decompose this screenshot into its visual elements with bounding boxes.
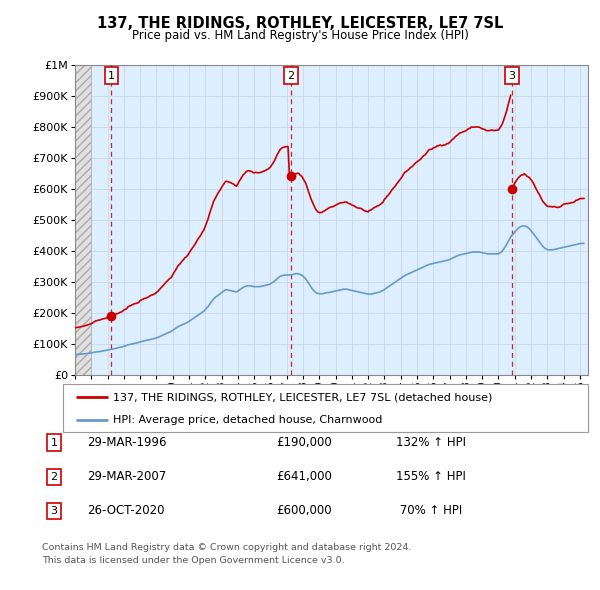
Text: 3: 3 <box>50 506 58 516</box>
Text: 137, THE RIDINGS, ROTHLEY, LEICESTER, LE7 7SL: 137, THE RIDINGS, ROTHLEY, LEICESTER, LE… <box>97 16 503 31</box>
Text: 29-MAR-1996: 29-MAR-1996 <box>87 436 167 449</box>
Text: 1: 1 <box>108 71 115 81</box>
Text: £641,000: £641,000 <box>276 470 332 483</box>
Text: £600,000: £600,000 <box>276 504 332 517</box>
FancyBboxPatch shape <box>63 384 588 432</box>
Text: 3: 3 <box>508 71 515 81</box>
Text: HPI: Average price, detached house, Charnwood: HPI: Average price, detached house, Char… <box>113 415 382 425</box>
Text: Contains HM Land Registry data © Crown copyright and database right 2024.: Contains HM Land Registry data © Crown c… <box>42 543 412 552</box>
Text: This data is licensed under the Open Government Licence v3.0.: This data is licensed under the Open Gov… <box>42 556 344 565</box>
Bar <box>75 65 91 375</box>
Text: Price paid vs. HM Land Registry's House Price Index (HPI): Price paid vs. HM Land Registry's House … <box>131 29 469 42</box>
Text: 137, THE RIDINGS, ROTHLEY, LEICESTER, LE7 7SL (detached house): 137, THE RIDINGS, ROTHLEY, LEICESTER, LE… <box>113 392 492 402</box>
Text: 2: 2 <box>287 71 294 81</box>
Text: 70% ↑ HPI: 70% ↑ HPI <box>396 504 462 517</box>
Text: 26-OCT-2020: 26-OCT-2020 <box>87 504 164 517</box>
Text: 155% ↑ HPI: 155% ↑ HPI <box>396 470 466 483</box>
Text: 29-MAR-2007: 29-MAR-2007 <box>87 470 166 483</box>
Text: £190,000: £190,000 <box>276 436 332 449</box>
Text: 1: 1 <box>50 438 58 447</box>
Text: 132% ↑ HPI: 132% ↑ HPI <box>396 436 466 449</box>
Text: 2: 2 <box>50 472 58 481</box>
